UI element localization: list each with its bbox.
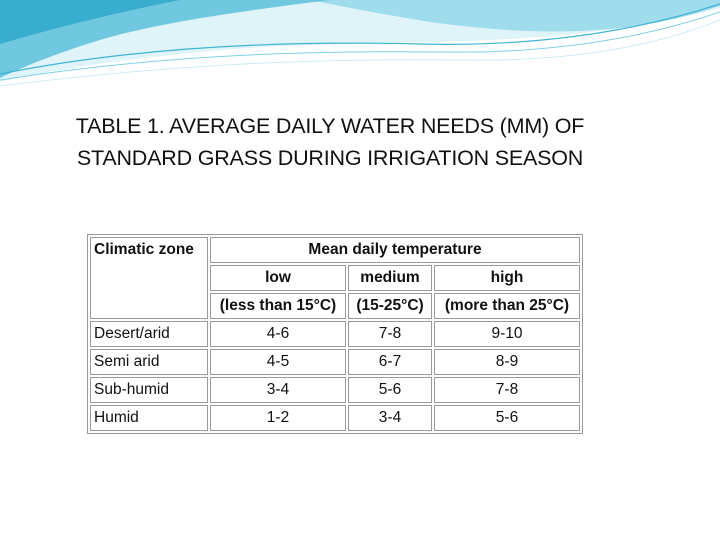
zone-cell: Desert/arid [90, 321, 208, 347]
slide-title-line-2: STANDARD GRASS DURING IRRIGATION SEASON [76, 146, 584, 170]
column-header-low: low [210, 265, 346, 291]
value-cell-low: 4-6 [210, 321, 346, 347]
water-needs-table-figure: Climatic zone Mean daily temperature low… [80, 222, 606, 446]
table-row: Semi arid 4-5 6-7 8-9 [90, 349, 580, 375]
column-range-high: (more than 25°C) [434, 293, 580, 319]
value-cell-high: 9-10 [434, 321, 580, 347]
header-wave-decoration [0, 0, 720, 87]
column-header-high: high [434, 265, 580, 291]
value-cell-high: 7-8 [434, 377, 580, 403]
column-header-medium: medium [348, 265, 432, 291]
table-subheader-row: low medium high [90, 265, 580, 291]
column-range-low: (less than 15°C) [210, 293, 346, 319]
value-cell-high: 5-6 [434, 405, 580, 431]
value-cell-medium: 3-4 [348, 405, 432, 431]
zone-cell: Sub-humid [90, 377, 208, 403]
water-needs-table: Climatic zone Mean daily temperature low… [87, 234, 583, 434]
table-row: Desert/arid 4-6 7-8 9-10 [90, 321, 580, 347]
value-cell-low: 3-4 [210, 377, 346, 403]
value-cell-medium: 5-6 [348, 377, 432, 403]
climatic-zone-header: Climatic zone [90, 237, 208, 319]
table-row: Sub-humid 3-4 5-6 7-8 [90, 377, 580, 403]
value-cell-medium: 7-8 [348, 321, 432, 347]
zone-cell: Humid [90, 405, 208, 431]
value-cell-low: 4-5 [210, 349, 346, 375]
table-row: Humid 1-2 3-4 5-6 [90, 405, 580, 431]
slide-title: TABLE 1. AVERAGE DAILY WATER NEEDS (MM) … [20, 110, 640, 174]
mean-temperature-header: Mean daily temperature [210, 237, 580, 263]
value-cell-medium: 6-7 [348, 349, 432, 375]
slide-title-line-1: TABLE 1. AVERAGE DAILY WATER NEEDS (MM) … [75, 114, 585, 138]
column-range-medium: (15-25°C) [348, 293, 432, 319]
table-header-row: Climatic zone Mean daily temperature [90, 237, 580, 319]
table-range-row: (less than 15°C) (15-25°C) (more than 25… [90, 293, 580, 319]
zone-cell: Semi arid [90, 349, 208, 375]
value-cell-low: 1-2 [210, 405, 346, 431]
value-cell-high: 8-9 [434, 349, 580, 375]
